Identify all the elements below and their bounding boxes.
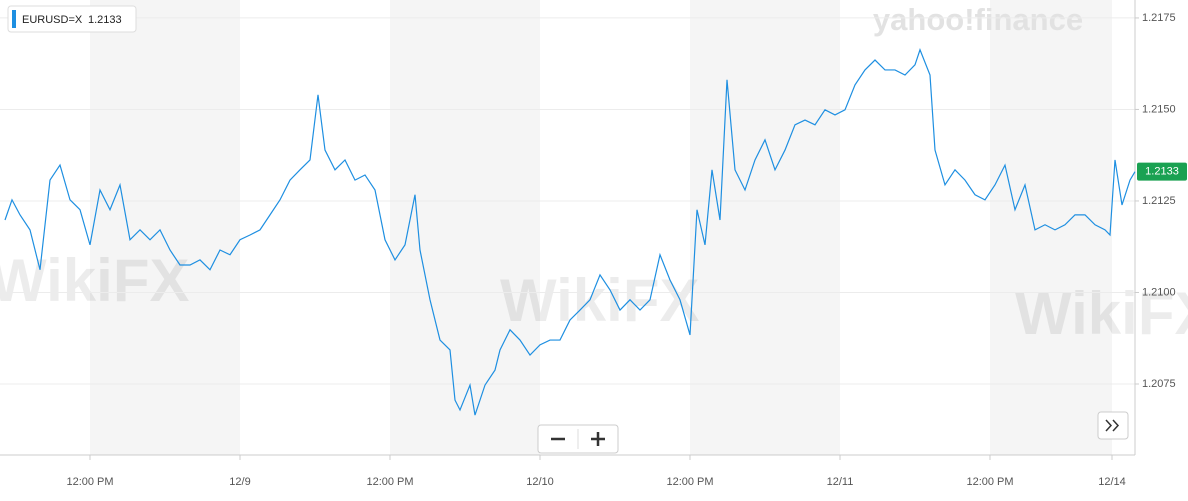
y-tick-label: 1.2075 xyxy=(1142,378,1176,390)
x-tick-label: 12:00 PM xyxy=(366,476,413,488)
last-value-label: 1.2133 xyxy=(1145,166,1179,178)
plot: 1.2075 1.2100 1.2125 1.2150 1.2175 12:00 PM 12… xyxy=(0,0,1187,488)
legend-value: 1.2133 xyxy=(88,14,122,26)
x-tick-label: 12:00 PM xyxy=(66,476,113,488)
band xyxy=(90,0,240,455)
scroll-icon[interactable] xyxy=(1105,419,1120,432)
y-tick-label: 1.2100 xyxy=(1142,286,1176,298)
x-tick-label: 12/14 xyxy=(1098,476,1126,488)
zoom-in[interactable] xyxy=(591,432,605,446)
x-tick-label: 12/10 xyxy=(526,476,554,488)
x-tick-label: 12/11 xyxy=(827,476,854,488)
scroll-box[interactable] xyxy=(1097,411,1129,440)
bands xyxy=(90,0,1112,455)
price-line xyxy=(4,48,1136,416)
legend: EURUSD=X 1.2133 xyxy=(7,5,137,33)
legend-symbol: EURUSD=X xyxy=(22,14,83,26)
watermarks: WikiFX WikiFX WikiFX xyxy=(0,247,1188,347)
x-tick-label: 12/9 xyxy=(229,476,250,488)
band xyxy=(390,0,540,455)
watermark: WikiFX xyxy=(500,267,699,334)
logo: yahoo!finance xyxy=(873,2,1083,37)
legend-swatch xyxy=(12,10,16,28)
watermark: WikiFX xyxy=(0,247,189,314)
zoom-controls xyxy=(537,424,619,454)
legend-box xyxy=(7,5,137,33)
y-tick-label: 1.2175 xyxy=(1142,12,1176,24)
band xyxy=(690,0,840,455)
y-tick-label: 1.2125 xyxy=(1142,195,1176,207)
watermark: WikiFX xyxy=(1015,280,1188,347)
y-tick-label: 1.2150 xyxy=(1142,103,1176,115)
x-tick-label: 12:00 PM xyxy=(666,476,713,488)
scroll-button[interactable] xyxy=(1097,411,1129,440)
x-tick-label: 12:00 PM xyxy=(966,476,1013,488)
last-value-box xyxy=(1137,162,1187,181)
